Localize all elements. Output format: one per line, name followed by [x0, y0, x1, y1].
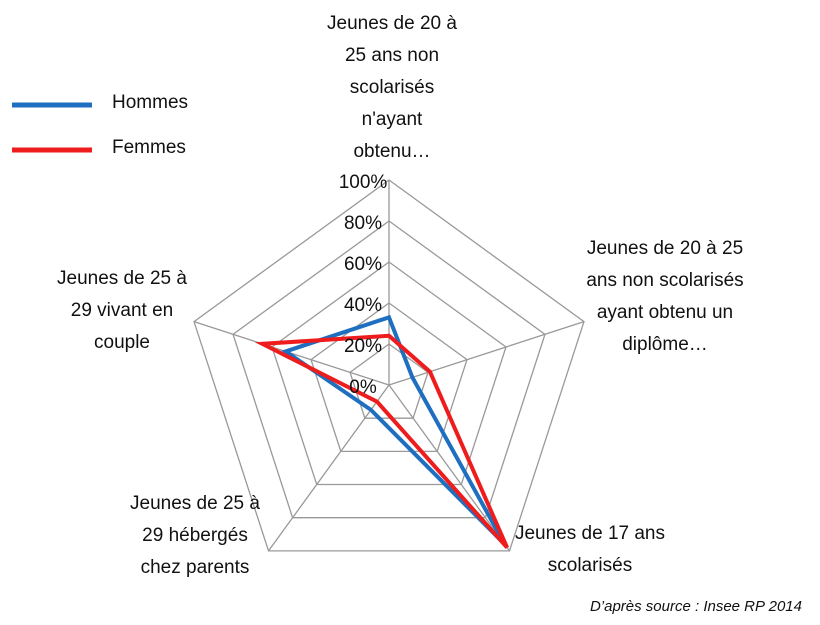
- tick-label: 60%: [344, 254, 382, 275]
- series-line: [254, 333, 509, 549]
- grid-ring: [271, 261, 507, 486]
- axis-label: Jeunes de 25 à 29 vivant en couple: [57, 268, 187, 353]
- tick-label: 0%: [349, 377, 377, 398]
- axis-label: Jeunes de 17 ans scolarisés: [514, 523, 665, 576]
- source-note: D’après source : Insee RP 2014: [589, 598, 802, 615]
- tick-label: 80%: [344, 213, 382, 234]
- axis-label: Jeunes de 20 à 25 ans non scolarisés aya…: [586, 238, 744, 355]
- legend-label: Femmes: [112, 137, 186, 158]
- grid-ring: [310, 302, 468, 452]
- spoke: [388, 321, 585, 386]
- legend-label: Hommes: [112, 92, 188, 113]
- grid-ring: [193, 179, 585, 552]
- axis-label: Jeunes de 20 à 25 ans non scolarisés n'a…: [327, 13, 457, 162]
- spoke: [388, 384, 511, 552]
- tick-label: 100%: [339, 172, 388, 193]
- tick-label: 20%: [344, 336, 382, 357]
- spoke: [267, 384, 390, 552]
- tick-label: 40%: [344, 295, 382, 316]
- grid-ring: [232, 220, 546, 519]
- grid-ring: [349, 343, 429, 419]
- axis-label: Jeunes de 25 à 29 hébergés chez parents: [130, 493, 260, 578]
- series-line: [281, 314, 507, 546]
